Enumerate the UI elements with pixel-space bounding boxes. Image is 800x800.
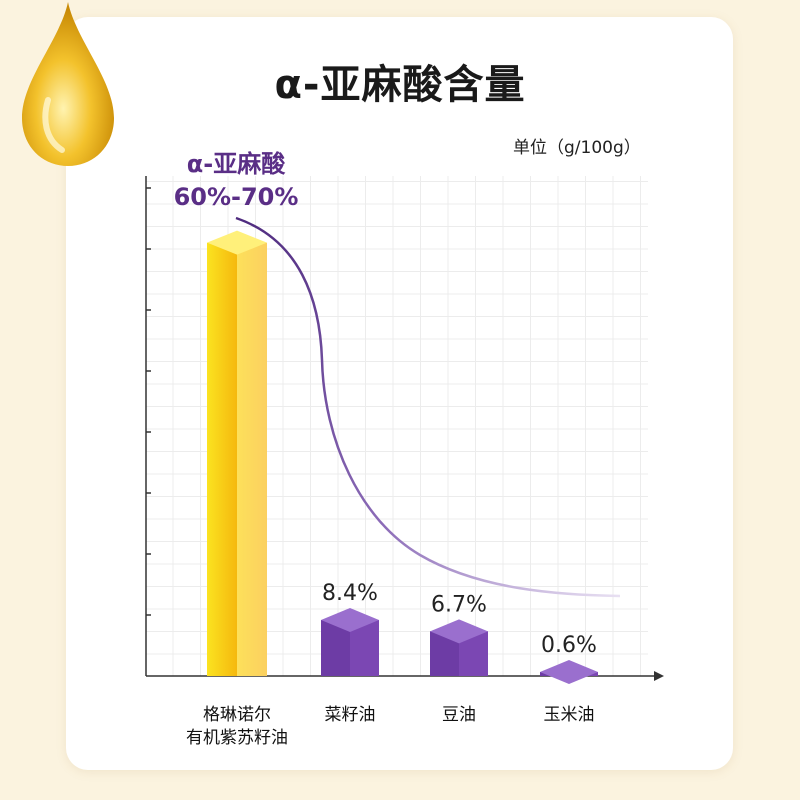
bar-side (237, 242, 267, 676)
category-label: 豆油 (442, 705, 476, 725)
bar-value-label: 6.7% (431, 592, 487, 617)
category-label: 玉米油 (544, 705, 595, 725)
bar-1 (321, 608, 379, 676)
chart-bars (207, 230, 598, 684)
trend-curve (235, 216, 621, 598)
bar-value-label: 8.4% (322, 581, 378, 606)
category-label: 格琳诺尔 (203, 705, 271, 725)
category-label: 菜籽油 (325, 705, 376, 725)
page-title: α-亚麻酸含量 (274, 62, 526, 108)
highlight-label-line1: α-亚麻酸 (187, 150, 286, 178)
unit-label: 单位（g/100g） (513, 138, 641, 158)
category-label: 有机紫苏籽油 (186, 728, 288, 748)
bar-2 (430, 619, 488, 676)
bar-front (207, 242, 237, 676)
bar-top (540, 660, 598, 684)
bar-0 (207, 230, 267, 676)
x-axis-arrow (654, 671, 664, 681)
highlight-label-line2: 60%-70% (174, 183, 299, 211)
bar-top (207, 230, 267, 255)
bar-3 (540, 660, 598, 684)
bar-top (430, 619, 488, 644)
oil-drop-icon (22, 2, 114, 166)
bar-value-label: 0.6% (541, 633, 597, 658)
chart-card (66, 17, 733, 770)
bar-top (321, 608, 379, 632)
